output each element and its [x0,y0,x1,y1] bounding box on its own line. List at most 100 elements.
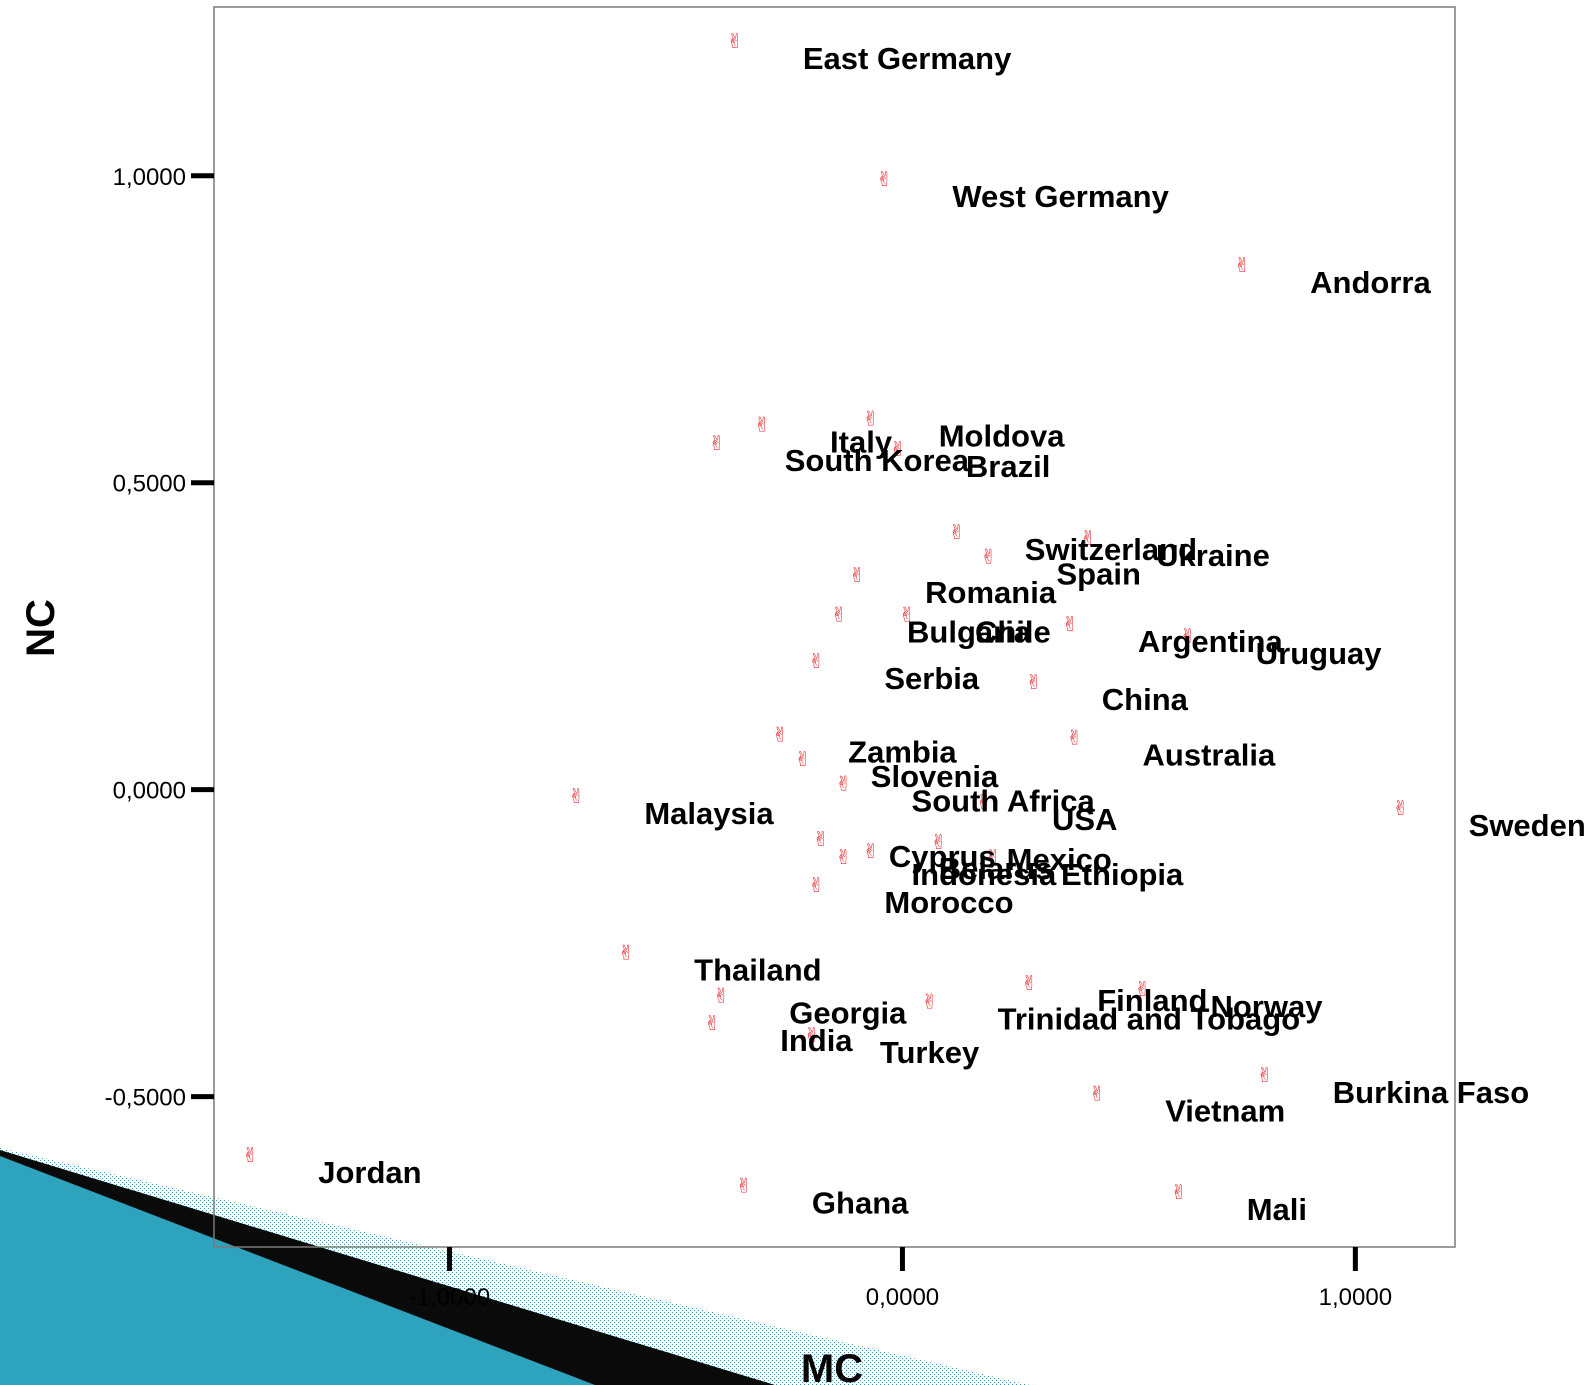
point-label-mexico: Mexico [1007,842,1112,877]
point-marker-mexico: ✌ [930,830,947,854]
point-marker-malaysia: ✌ [568,784,585,808]
point-label-indonesia: Indonesia [912,857,1057,892]
point-marker-belarus: ✌ [862,839,879,863]
point-label-china: China [1102,682,1189,717]
point-label-bulgaria: Bulgaria [907,615,1032,650]
point-marker-vietnam: ✌ [1089,1082,1106,1106]
point-marker-sweden: ✌ [1392,796,1409,820]
point-label-norway: Norway [1210,989,1323,1024]
point-marker-south-korea: ✌ [708,431,725,455]
x-axis-title: MC [801,1347,863,1385]
point-label-moldova: Moldova [939,418,1065,453]
point-marker-west-germany: ✌ [876,167,893,191]
point-label-west-germany: West Germany [952,179,1169,214]
point-marker-norway: ✌ [1134,977,1151,1001]
point-label-jordan: Jordan [318,1155,421,1190]
ribbon-teal [0,1156,595,1385]
y-tick-label: 0,0000 [113,778,186,805]
y-tick-label: 0,5000 [113,471,186,498]
point-label-morocco: Morocco [884,885,1013,920]
point-marker-andorra: ✌ [1234,253,1251,277]
point-marker-east-germany: ✌ [726,29,743,53]
point-label-spain: Spain [1056,556,1140,591]
point-label-zambia: Zambia [848,734,957,769]
point-label-vietnam: Vietnam [1165,1094,1285,1129]
x-tick-label: 1,0000 [1319,1284,1392,1311]
point-marker-zambia: ✌ [772,722,789,746]
point-marker-bulgaria: ✌ [831,603,848,627]
point-marker-chile: ✌ [899,603,916,627]
point-label-switzerland: Switzerland [1025,532,1197,567]
x-tick-label: 0,0000 [866,1284,939,1311]
point-marker-jordan: ✌ [242,1143,259,1167]
point-marker-indonesia: ✌ [835,845,852,869]
point-marker-georgia: ✌ [713,983,730,1007]
point-label-slovenia: Slovenia [871,759,999,794]
point-label-cyprus: Cyprus [889,839,996,874]
point-label-andorra: Andorra [1310,265,1431,300]
point-marker-italy: ✌ [754,412,771,436]
point-marker-brazil: ✌ [890,437,907,461]
point-marker-south-africa: ✌ [835,772,852,796]
point-label-usa: USA [1052,802,1117,837]
point-label-ethiopia: Ethiopia [1061,857,1184,892]
y-tick-label: -0,5000 [105,1085,186,1112]
point-label-east-germany: East Germany [803,41,1012,76]
point-label-sweden: Sweden [1469,808,1586,843]
point-label-georgia: Georgia [789,995,907,1030]
point-marker-cyprus: ✌ [813,827,830,851]
point-marker-morocco: ✌ [808,873,825,897]
point-label-belarus: Belarus [939,851,1053,886]
x-axis: -1,0000 0,0000 1,0000 [409,1247,1392,1311]
point-label-argentina: Argentina [1138,624,1283,659]
point-marker-mali: ✌ [1170,1180,1187,1204]
point-label-ukraine: Ukraine [1156,538,1270,573]
y-axis-title: NC [19,599,63,657]
point-label-australia: Australia [1143,737,1276,772]
point-marker-china: ✌ [1025,670,1042,694]
point-label-india: India [780,1023,853,1058]
point-label-chile: Chile [975,615,1051,650]
point-marker-uruguay: ✌ [1179,624,1196,648]
plot-area-frame [213,6,1456,1248]
point-label-south-africa: South Africa [912,784,1096,819]
point-label-burkina-faso: Burkina Faso [1333,1075,1529,1110]
point-marker-burkina-faso: ✌ [1256,1063,1273,1087]
point-marker-trinidad-and-tobago: ✌ [921,989,938,1013]
point-label-thailand: Thailand [694,952,821,987]
point-marker-romania: ✌ [849,563,866,587]
point-marker-switzerland: ✌ [948,520,965,544]
point-marker-turkey: ✌ [803,1023,820,1047]
point-label-trinidad-and-tobago: Trinidad and Tobago [998,1001,1301,1036]
point-label-finland: Finland [1097,983,1207,1018]
point-label-serbia: Serbia [884,661,980,696]
point-marker-india: ✌ [704,1011,721,1035]
point-marker-spain: ✌ [980,544,997,568]
point-marker-slovenia: ✌ [794,747,811,771]
point-label-uruguay: Uruguay [1256,636,1383,671]
point-label-italy: Italy [830,424,893,459]
data-points: ✌ ✌ ✌ ✌ ✌ ✌ ✌ ✌ ✌ ✌ ✌ ✌ ✌ ✌ ✌ ✌ ✌ ✌ ✌ ✌ ✌ ✌ ✌ ✌ ✌ ✌ ✌ ✌ ✌ ✌ ✌ ✌ ✌ ✌ ✌ ✌ ✌ ✌ ✌ ✌… [242,29,1409,1204]
point-marker-argentina: ✌ [1062,612,1079,636]
point-marker-moldova: ✌ [862,406,879,430]
point-label-malaysia: Malaysia [644,796,774,831]
point-label-ghana: Ghana [812,1186,909,1221]
y-axis: 1,0000 0,5000 0,0000 -0,5000 [105,164,214,1112]
point-marker-ethiopia: ✌ [985,845,1002,869]
point-marker-usa: ✌ [976,790,993,814]
point-label-brazil: Brazil [966,449,1050,484]
point-marker-ghana: ✌ [736,1174,753,1198]
point-marker-ukraine: ✌ [1080,526,1097,550]
x-tick-label: -1,0000 [409,1284,490,1311]
point-marker-thailand: ✌ [618,940,635,964]
y-tick-label: 1,0000 [113,164,186,191]
decorative-ribbon [0,1148,1030,1385]
point-marker-australia: ✌ [1066,725,1083,749]
point-labels: East Germany West Germany Andorra MoldovaBr… [318,41,1586,1227]
point-label-south-korea: South Korea [785,443,970,478]
point-label-romania: Romania [925,575,1057,610]
point-marker-finland: ✌ [1021,971,1038,995]
point-label-mali: Mali [1247,1192,1307,1227]
point-marker-serbia: ✌ [808,649,825,673]
